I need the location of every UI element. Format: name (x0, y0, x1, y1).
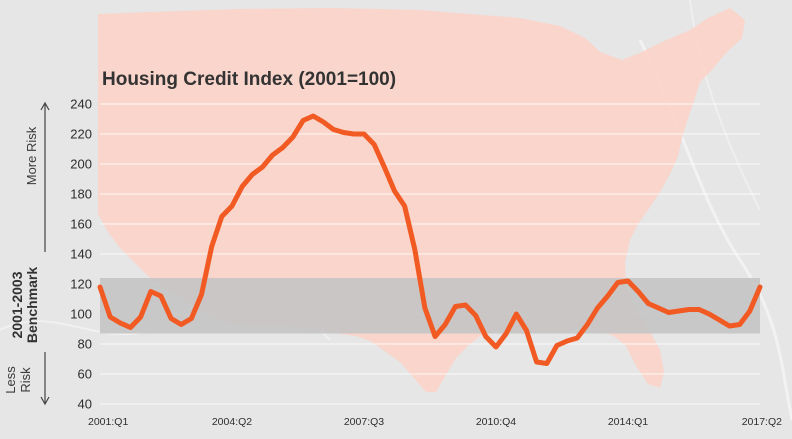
more-risk-annotation: More Risk (24, 101, 50, 252)
y-tick-label: 80 (78, 337, 92, 352)
series-line (97, 113, 763, 366)
x-tick-label: 2004:Q2 (212, 416, 252, 428)
x-axis-ticks: 2001:Q1 2004:Q2 2007:Q3 2010:Q4 2014:Q1 2017:… (88, 416, 782, 428)
y-tick-label: 40 (78, 397, 92, 412)
y-tick-label: 60 (78, 367, 92, 382)
x-tick-label: 2010:Q4 (476, 416, 516, 428)
less-risk-label-line2: Risk (18, 367, 33, 393)
y-tick-label: 120 (70, 277, 92, 292)
x-tick-label: 2014:Q1 (608, 416, 648, 428)
x-tick-label: 2007:Q3 (344, 416, 384, 428)
x-tick-label: 2017:Q2 (742, 416, 782, 428)
benchmark-label-years: 2001-2003 (9, 271, 25, 338)
y-tick-label: 140 (70, 247, 92, 262)
y-tick-label: 220 (70, 127, 92, 142)
y-tick-label: 240 (70, 97, 92, 112)
y-tick-label: 100 (70, 307, 92, 322)
benchmark-annotation: 2001-2003 Benchmark (9, 267, 40, 343)
benchmark-label-word: Benchmark (24, 267, 40, 343)
y-tick-label: 180 (70, 187, 92, 202)
x-tick-label: 2001:Q1 (88, 416, 128, 428)
y-axis-ticks: 40 60 80 100 120 140 160 180 200 220 240 (70, 97, 92, 412)
y-tick-label: 200 (70, 157, 92, 172)
chart-title: Housing Credit Index (2001=100) (102, 69, 396, 90)
less-risk-label-line1: Less (3, 366, 18, 394)
y-tick-label: 160 (70, 217, 92, 232)
more-risk-label: More Risk (24, 126, 39, 185)
less-risk-annotation: Less Risk (3, 352, 50, 406)
